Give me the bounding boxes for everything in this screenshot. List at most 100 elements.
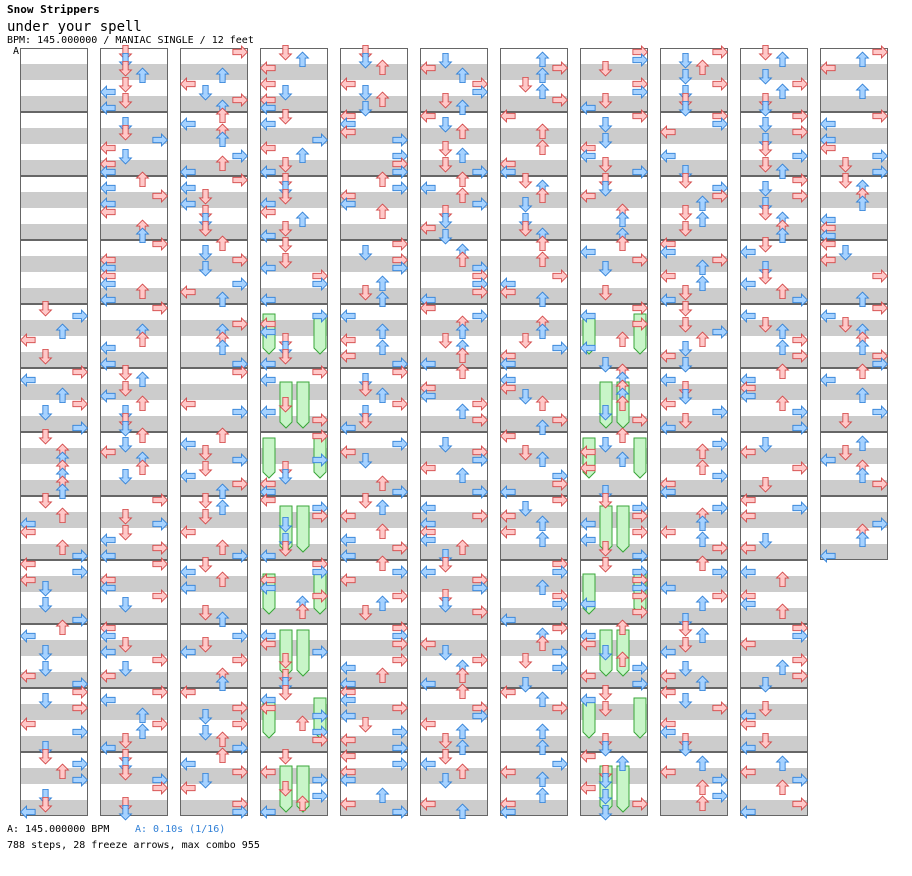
beat-stripe	[180, 224, 248, 240]
left-arrow-icon	[819, 308, 836, 324]
right-arrow-icon	[232, 700, 249, 716]
beat-stripe	[260, 608, 328, 624]
beat-stripe	[420, 384, 488, 400]
right-arrow-icon	[552, 756, 569, 772]
left-arrow-icon	[259, 804, 276, 820]
measure-box	[180, 304, 248, 368]
down-arrow-icon	[278, 236, 293, 253]
left-arrow-icon	[179, 196, 196, 212]
beat-stripe	[260, 672, 328, 688]
left-arrow-icon	[579, 748, 596, 764]
up-arrow-icon	[375, 555, 390, 572]
left-arrow-icon	[259, 140, 276, 156]
down-arrow-icon	[118, 436, 133, 453]
beat-stripe	[100, 160, 168, 176]
beat-stripe	[420, 480, 488, 496]
beat-stripe	[260, 256, 328, 272]
left-arrow-icon	[659, 292, 676, 308]
up-arrow-icon	[535, 51, 550, 68]
up-arrow-icon	[135, 371, 150, 388]
left-arrow-icon	[179, 564, 196, 580]
right-arrow-icon	[632, 524, 649, 540]
up-arrow-icon	[455, 67, 470, 84]
beat-stripe	[420, 192, 488, 208]
measure-box	[260, 368, 328, 432]
right-arrow-icon	[792, 108, 809, 124]
left-arrow-icon	[99, 628, 116, 644]
measure-box	[180, 752, 248, 816]
right-arrow-icon	[872, 268, 889, 284]
beat-stripe	[500, 736, 568, 752]
up-arrow-icon	[535, 723, 550, 740]
left-arrow-icon	[579, 460, 596, 476]
right-arrow-icon	[712, 788, 729, 804]
down-arrow-icon	[198, 220, 213, 237]
right-arrow-icon	[472, 452, 489, 468]
right-arrow-icon	[392, 436, 409, 452]
left-arrow-icon	[339, 748, 356, 764]
beat-stripe	[820, 160, 888, 176]
measure-box	[420, 240, 488, 304]
left-arrow-icon	[499, 108, 516, 124]
beat-stripe	[500, 224, 568, 240]
beat-stripe	[20, 288, 88, 304]
up-arrow-icon	[295, 795, 310, 812]
up-arrow-icon	[455, 723, 470, 740]
right-arrow-icon	[152, 588, 169, 604]
beat-stripe	[740, 608, 808, 624]
left-arrow-icon	[99, 100, 116, 116]
beat-stripe	[740, 800, 808, 816]
down-arrow-icon	[118, 60, 133, 77]
left-arrow-icon	[99, 644, 116, 660]
right-arrow-icon	[552, 412, 569, 428]
up-arrow-icon	[375, 787, 390, 804]
up-arrow-icon	[375, 323, 390, 340]
right-arrow-icon	[792, 348, 809, 364]
left-arrow-icon	[819, 60, 836, 76]
left-arrow-icon	[739, 636, 756, 652]
down-arrow-icon	[438, 644, 453, 661]
down-arrow-icon	[118, 508, 133, 525]
measure-box	[180, 240, 248, 304]
beat-stripe	[20, 512, 88, 528]
left-arrow-icon	[419, 796, 436, 812]
beat-stripe	[580, 96, 648, 112]
left-arrow-icon	[579, 532, 596, 548]
beat-stripe	[580, 320, 648, 336]
beat-stripe	[660, 736, 728, 752]
up-arrow-icon	[695, 595, 710, 612]
beat-stripe	[820, 288, 888, 304]
left-arrow-icon	[819, 548, 836, 564]
left-arrow-icon	[179, 780, 196, 796]
left-arrow-icon	[419, 460, 436, 476]
beat-stripe	[500, 64, 568, 80]
down-arrow-icon	[278, 348, 293, 365]
left-arrow-icon	[259, 356, 276, 372]
measure-box	[660, 752, 728, 816]
left-arrow-icon	[259, 372, 276, 388]
left-arrow-icon	[339, 572, 356, 588]
beat-stripe	[660, 416, 728, 432]
beat-stripe	[500, 256, 568, 272]
left-arrow-icon	[579, 444, 596, 460]
up-arrow-icon	[375, 475, 390, 492]
right-arrow-icon	[232, 276, 249, 292]
right-arrow-icon	[312, 428, 329, 444]
up-arrow-icon	[455, 123, 470, 140]
down-arrow-icon	[838, 172, 853, 189]
measure-box	[340, 688, 408, 752]
left-arrow-icon	[179, 164, 196, 180]
beat-stripe	[420, 640, 488, 656]
up-arrow-icon	[535, 251, 550, 268]
beat-stripe	[660, 448, 728, 464]
measure-box	[20, 688, 88, 752]
left-arrow-icon	[19, 628, 36, 644]
right-arrow-icon	[712, 700, 729, 716]
down-arrow-icon	[38, 348, 53, 365]
measure-box	[740, 688, 808, 752]
right-arrow-icon	[72, 308, 89, 324]
beat-stripe	[420, 448, 488, 464]
beat-stripe	[20, 320, 88, 336]
beat-stripe	[180, 704, 248, 720]
beat-stripe	[180, 288, 248, 304]
